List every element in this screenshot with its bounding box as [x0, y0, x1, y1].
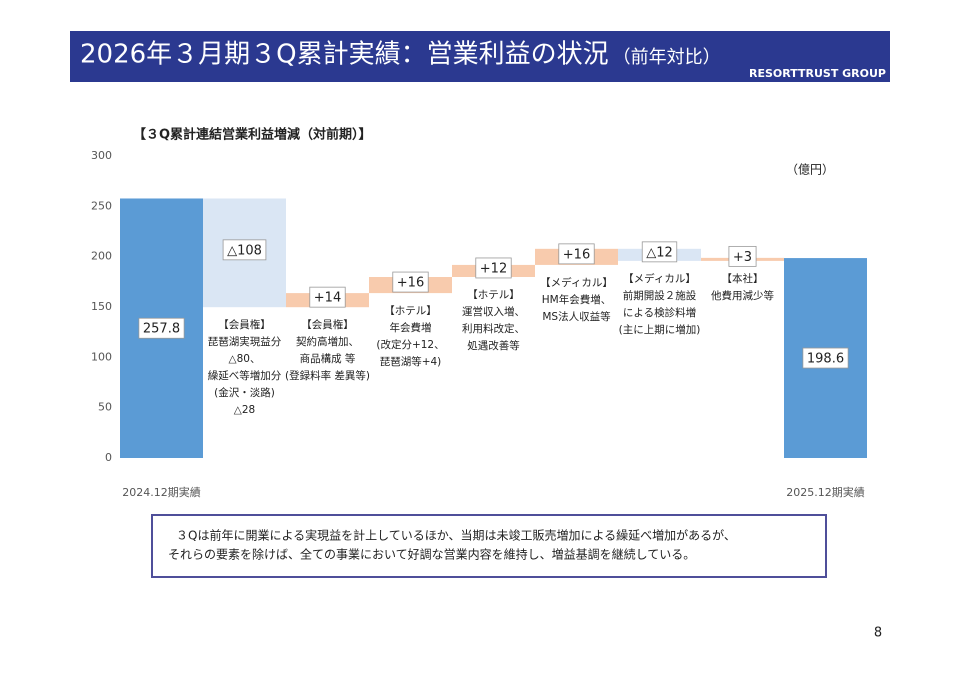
annotation: 運営収入増、: [462, 305, 525, 318]
header-band: [70, 31, 890, 82]
annotation: (登録料率 差異等): [285, 369, 370, 382]
annotation: による検診料増: [623, 306, 696, 319]
annotation: 【本社】: [722, 272, 764, 285]
value-label: △12: [646, 245, 673, 260]
y-tick-label: 100: [91, 350, 112, 363]
annotation: 処遇改善等: [467, 339, 520, 352]
value-label: 257.8: [143, 322, 180, 337]
annotation: 繰延べ等増加分: [208, 369, 282, 382]
value-label: △108: [227, 243, 262, 258]
annotation: 前期開設２施設: [623, 289, 697, 302]
annotation: (主に上期に増加): [619, 323, 701, 336]
annotation: △80、: [229, 353, 261, 365]
label-box: [309, 286, 346, 308]
annotation: 【会員権】: [218, 318, 271, 331]
title-note: （前年対比）: [613, 47, 721, 68]
annotation: 琵琶湖実現益分: [208, 335, 282, 348]
label-box: [802, 347, 849, 369]
x-tick-label: 2024.12期実績: [122, 485, 201, 499]
annotation: 【メディカル】: [540, 276, 613, 289]
value-label: 198.6: [807, 352, 844, 367]
annotation: 年会費増: [390, 321, 432, 334]
annotation: 【会員権】: [301, 318, 354, 331]
annotation: 【メディカル】: [623, 272, 696, 285]
value-label: +16: [563, 247, 590, 262]
y-tick-label: 50: [98, 401, 112, 414]
page-number: 8: [874, 626, 882, 641]
label-box: [558, 243, 595, 265]
footnote-line: それらの要素を除けば、全ての事業において好調な営業内容を維持し、増益基調を継続し…: [168, 547, 695, 562]
annotation: △28: [234, 404, 255, 416]
x-tick-label: 2025.12期実績: [786, 485, 865, 499]
annotation: 【ホテル】: [384, 305, 437, 317]
y-tick-label: 0: [105, 451, 112, 464]
y-tick-label: 200: [91, 250, 112, 263]
label-box: [138, 317, 185, 339]
label-box: [475, 257, 512, 279]
annotation: 【ホテル】: [467, 289, 520, 301]
footnote-box: [151, 514, 827, 578]
y-tick-label: 250: [91, 199, 112, 212]
annotation: 他費用減少等: [711, 289, 774, 302]
annotation: 利用料改定、: [462, 322, 525, 335]
annotation: 商品構成 等: [300, 352, 356, 365]
value-label: +14: [314, 291, 341, 306]
value-label: +12: [480, 261, 507, 276]
annotation: 琵琶湖等+4): [380, 355, 442, 368]
unit-label: （億円）: [786, 163, 834, 177]
label-box: [392, 271, 429, 293]
value-label: +3: [733, 250, 752, 265]
label-box: [728, 245, 757, 267]
annotation: HM年会費増、: [542, 293, 611, 306]
annotation: (改定分+12、: [376, 338, 444, 351]
label-box: [641, 241, 678, 263]
y-tick-label: 150: [91, 300, 112, 313]
brand: RESORTTRUST GROUP: [749, 67, 886, 80]
annotation: (金沢・淡路): [214, 386, 275, 399]
slide-title: 2026年３月期３Q累計実績：営業利益の状況: [80, 40, 609, 70]
label-box: [222, 239, 267, 261]
footnote-line: ３Qは前年に開業による実現益を計上しているほか、当期は未竣工販売増加による繰延べ…: [176, 528, 736, 543]
annotation: MS法人収益等: [542, 310, 611, 323]
value-label: +16: [397, 276, 424, 291]
y-tick-label: 300: [91, 149, 112, 162]
chart-title: 【３Q累計連結営業利益増減（対前期）】: [133, 127, 372, 143]
annotation: 契約高増加、: [296, 335, 359, 348]
